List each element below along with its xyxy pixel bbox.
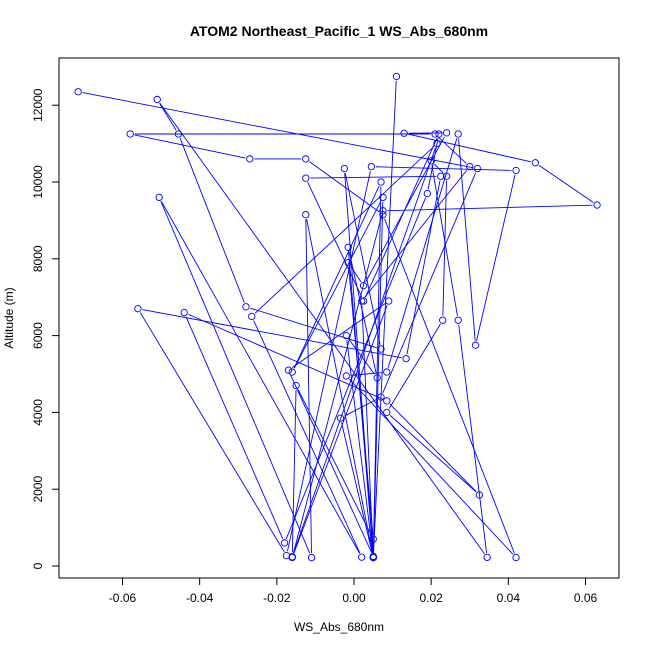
data-point [154, 96, 160, 102]
data-point [403, 355, 409, 361]
data-point [289, 369, 295, 375]
y-tick-label: 2000 [31, 476, 45, 503]
data-point [384, 398, 390, 404]
series-segment [140, 313, 284, 552]
series-segment [389, 324, 440, 408]
x-tick-label: -0.04 [186, 591, 214, 605]
series-segment [438, 137, 466, 163]
x-axis-label: WS_Abs_680nm [294, 620, 384, 634]
y-tick-label: 10000 [31, 165, 45, 199]
data-point [384, 369, 390, 375]
series-segment [390, 404, 476, 492]
series-segment [310, 176, 436, 178]
data-point [127, 131, 133, 137]
data-point [424, 190, 430, 196]
series-segment [376, 167, 512, 171]
data-point [249, 313, 255, 319]
data-point [455, 131, 461, 137]
data-point [303, 156, 309, 162]
series-segment [161, 201, 359, 553]
data-point [343, 373, 349, 379]
series-segment [180, 138, 244, 302]
x-tick-label: 0.06 [574, 591, 598, 605]
series-segment [387, 205, 592, 211]
series-segment [290, 374, 371, 552]
series-segment [349, 339, 375, 374]
data-point [308, 554, 314, 560]
series-segment [459, 325, 487, 553]
data-point [513, 167, 519, 173]
data-point [393, 73, 399, 79]
data-point [484, 554, 490, 560]
data-point [594, 202, 600, 208]
series-segment [407, 181, 440, 355]
data-point [243, 304, 249, 310]
data-point [341, 165, 347, 171]
x-axis: -0.06 -0.04 -0.02 0.00 0.02 0.04 0.06 [109, 578, 598, 605]
series-segment [390, 415, 476, 492]
data-point [443, 130, 449, 136]
data-point [283, 552, 289, 558]
chart-title: ATOM2 Northeast_Pacific_1 WS_Abs_680nm [190, 23, 488, 39]
y-tick-label: 0 [31, 562, 45, 569]
data-point [75, 89, 81, 95]
data-point [281, 540, 287, 546]
series-layer [75, 73, 600, 561]
series-segment [477, 175, 515, 341]
data-point [181, 309, 187, 315]
data-point [303, 211, 309, 217]
y-tick-label: 8000 [31, 245, 45, 272]
x-tick-label: 0.00 [342, 591, 366, 605]
y-axis: 0 2000 4000 6000 8000 10000 12000 [31, 88, 59, 569]
data-point [474, 165, 480, 171]
y-tick-label: 12000 [31, 88, 45, 122]
series-segment [135, 135, 246, 158]
series-segment [188, 314, 382, 399]
data-point [303, 175, 309, 181]
data-point [532, 160, 538, 166]
data-point [156, 194, 162, 200]
y-axis-label: Altitude (m) [2, 287, 16, 348]
series-segment [83, 93, 473, 168]
data-point [359, 554, 365, 560]
data-point [472, 342, 478, 348]
data-point [432, 131, 438, 137]
y-tick-label: 6000 [31, 322, 45, 349]
data-point [135, 306, 141, 312]
series-segment [383, 173, 476, 393]
series-segment [294, 148, 436, 553]
series-segment [307, 219, 373, 553]
series-segment [160, 103, 177, 130]
data-point [440, 317, 446, 323]
x-tick-label: 0.02 [419, 591, 443, 605]
series-segment [409, 134, 531, 162]
series-segment [539, 165, 593, 202]
x-tick-label: 0.04 [497, 591, 521, 605]
data-point [386, 298, 392, 304]
y-tick-label: 4000 [31, 399, 45, 426]
x-tick-label: -0.02 [263, 591, 291, 605]
series-segment [161, 202, 310, 554]
data-point [401, 130, 407, 136]
x-tick-label: -0.06 [109, 591, 137, 605]
data-point [368, 163, 374, 169]
data-point [513, 554, 519, 560]
series-segment [186, 317, 283, 539]
data-point [384, 409, 390, 415]
series-segment [365, 138, 437, 297]
data-point [247, 156, 253, 162]
data-point [378, 179, 384, 185]
data-point [455, 317, 461, 323]
data-point [285, 367, 291, 373]
